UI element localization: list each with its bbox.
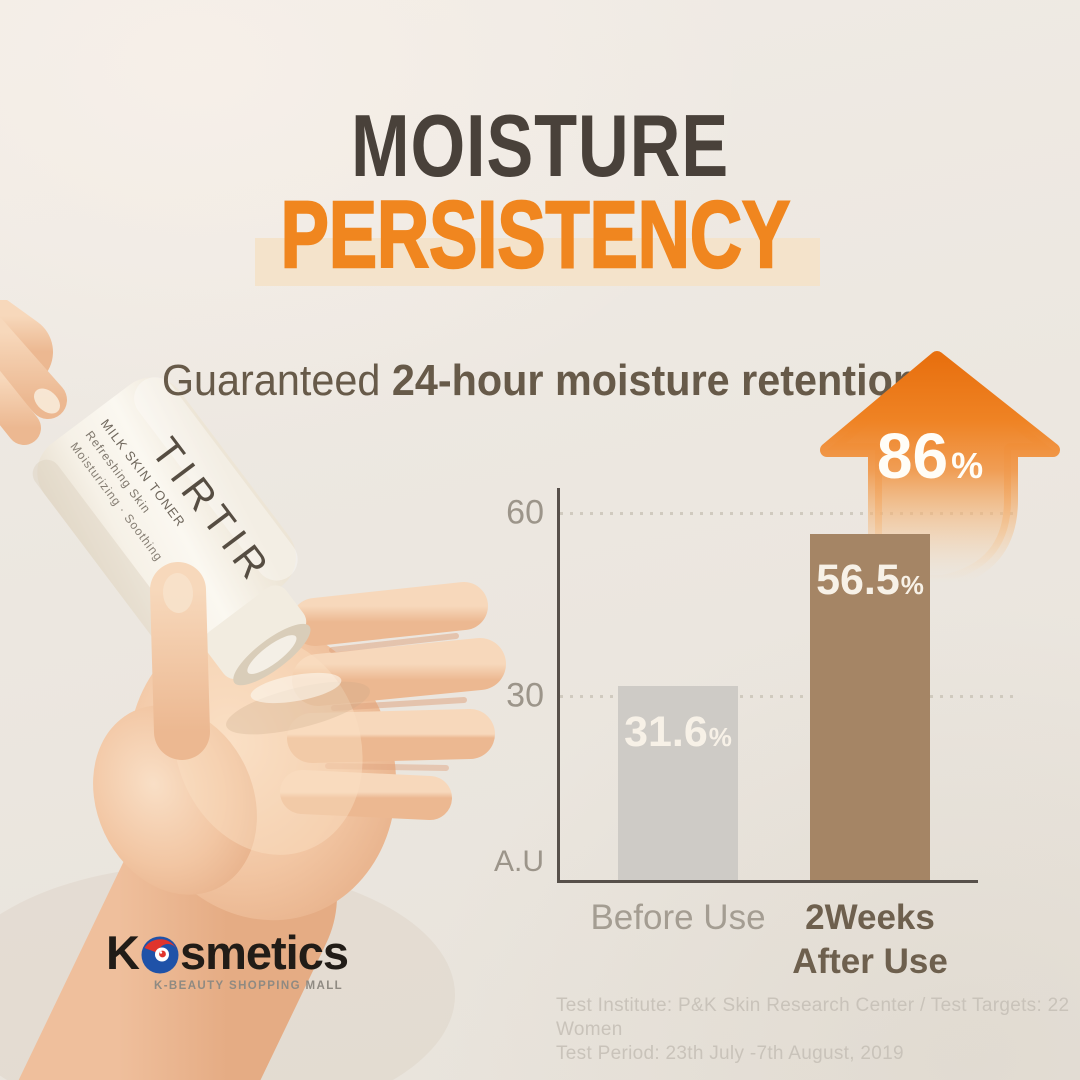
subtitle: Guaranteed 24-hour moisture retention (32, 355, 1047, 408)
bottle-liquid (247, 635, 297, 675)
logo-prefix: K (106, 926, 140, 979)
title-highlight-bar (255, 238, 820, 286)
bottle-body (37, 377, 296, 653)
increase-value: 86 (876, 420, 949, 492)
x-label-after-use: 2Weeks After Use (740, 896, 1000, 984)
thumb-nail (162, 573, 194, 613)
y-tick-30: 30 (506, 676, 544, 715)
subtitle-lead: Guaranteed (161, 356, 381, 405)
x-label-line: Before Use (590, 898, 766, 937)
bar-value-before-use: 31.6 % (624, 711, 732, 754)
accent-title: PERSISTENCY (280, 182, 791, 288)
bar-value-after-use: 56.5 % (816, 555, 924, 604)
forearm (19, 787, 337, 1080)
gridlines-layer: 60 30 A.U (494, 488, 1016, 880)
test-footnote: Test Institute: P&K Skin Research Center… (556, 994, 1080, 1066)
finger-gap (325, 763, 449, 771)
taegeuk-icon (141, 936, 179, 973)
accent-title-block: PERSISTENCY (0, 182, 1080, 308)
holding-finger-2 (0, 370, 41, 445)
increase-badge: 86 % (845, 424, 1015, 488)
pinky-finger (280, 770, 452, 820)
y-tick-A.U: A.U (493, 845, 544, 878)
finger-nail (33, 388, 61, 414)
x-label-line: 2Weeks (805, 898, 935, 937)
finger-gap (331, 697, 467, 711)
ring-finger (287, 709, 495, 763)
x-label-line: After Use (792, 941, 948, 981)
bar-value-unit: % (900, 569, 924, 600)
bottle-cast-shadow (226, 681, 370, 735)
bottle-edge-shade (32, 459, 190, 659)
y-tick-60: 60 (506, 493, 544, 531)
liquid-pool (250, 672, 342, 704)
increase-unit: % (951, 445, 984, 486)
bottle-edge-highlight (134, 377, 298, 581)
kosmetics-logo: K smetics K-BEAUTY SHOPPING MALL (106, 926, 349, 992)
bar-value-number: 31.6 (624, 708, 708, 757)
page-title: MOISTURE (351, 96, 729, 195)
product-bottle: TIRTIR MILK SKIN TONER Refreshing Skin M… (32, 377, 311, 686)
bar-value-unit: % (708, 722, 732, 753)
logo-tagline: K-BEAUTY SHOPPING MALL (154, 980, 344, 992)
holding-finger (0, 317, 67, 419)
thumb (150, 562, 210, 760)
logo-suffix: smetics (179, 926, 349, 979)
footnote-line-1: Test Institute: P&K Skin Research Center… (556, 995, 1070, 1040)
subtitle-bold: 24-hour moisture retention (391, 356, 919, 405)
bottle-neck (203, 585, 307, 680)
bar-value-number: 56.5 (816, 555, 900, 604)
gridline-30 (560, 695, 1016, 699)
bar-before-use: 31.6 % (618, 686, 738, 880)
bar-after-use: 56.5 % (810, 533, 930, 880)
x-label-before-use: Before Use (548, 896, 808, 940)
product-photo: TIRTIR MILK SKIN TONER Refreshing Skin M… (0, 300, 506, 1080)
footnote-line-2: Test Period: 23th July -7th August, 2019 (556, 1043, 904, 1064)
bar-chart-plot-area: 60 30 A.U 31.6 % 56.5 % Before Use 2Weeks … (494, 488, 1016, 981)
gridline-60 (560, 511, 1016, 515)
middle-finger (292, 638, 506, 706)
index-finger (291, 582, 488, 646)
finger-gap (329, 633, 459, 653)
thumb-mound (93, 705, 257, 895)
